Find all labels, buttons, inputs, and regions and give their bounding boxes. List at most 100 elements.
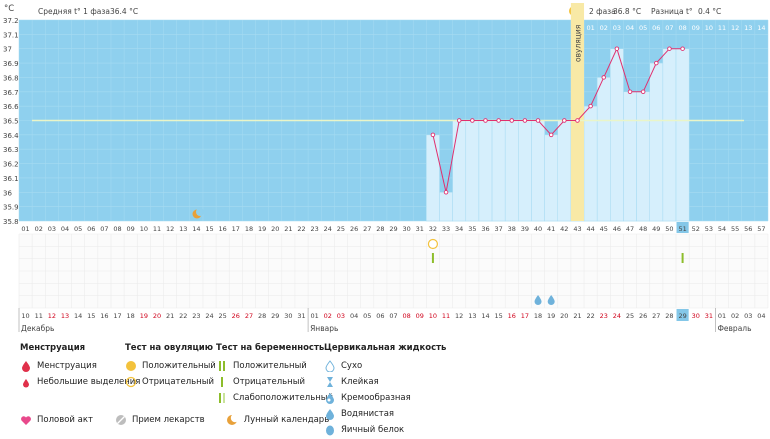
drop-red-icon bbox=[20, 360, 32, 372]
date-label: 11 bbox=[442, 312, 450, 320]
date-label: 19 bbox=[547, 312, 555, 320]
phase2-day-label: 10 bbox=[705, 24, 713, 32]
temperature-point bbox=[535, 118, 541, 123]
legend-bottom: Половой акт Прием лекарств Лунный календ… bbox=[20, 414, 351, 426]
legend-ovulation-title: Тест на овуляцию bbox=[125, 343, 214, 353]
legend-label: Менструация bbox=[37, 361, 97, 371]
date-label: 22 bbox=[586, 312, 594, 320]
y-tick-label: 36.8 bbox=[3, 74, 19, 82]
temp-bar bbox=[636, 91, 650, 222]
header-phase1-bg bbox=[19, 3, 568, 19]
y-tick-label: 35.8 bbox=[3, 218, 19, 226]
cycle-day-label: 11 bbox=[153, 225, 161, 233]
date-label: 30 bbox=[692, 312, 700, 320]
legend-menstruation-title: Менструация bbox=[20, 343, 86, 353]
date-label: 03 bbox=[337, 312, 345, 320]
cycle-day-label: 15 bbox=[205, 225, 213, 233]
date-label: 26 bbox=[639, 312, 647, 320]
legend-label: Небольшие выделения bbox=[37, 377, 141, 387]
legend-item: Сухо bbox=[324, 359, 446, 373]
temperature-point bbox=[456, 118, 462, 123]
date-label: 02 bbox=[731, 312, 739, 320]
temperature-point bbox=[548, 132, 554, 138]
cycle-day-label: 22 bbox=[297, 225, 305, 233]
temp-bar bbox=[557, 120, 572, 222]
cycle-day-label: 03 bbox=[48, 225, 56, 233]
cycle-day-label: 16 bbox=[219, 225, 227, 233]
temperature-point bbox=[509, 118, 515, 123]
cycle-day-label: 26 bbox=[350, 225, 358, 233]
date-label: 11 bbox=[35, 312, 43, 320]
phase2-day-label: 08 bbox=[678, 24, 686, 32]
cycle-day-label: 05 bbox=[74, 225, 82, 233]
legend-pregnancy-title: Тест на беременность bbox=[216, 343, 325, 353]
date-label: 08 bbox=[402, 312, 410, 320]
date-label: 13 bbox=[468, 312, 476, 320]
cycle-day-label: 56 bbox=[744, 225, 752, 233]
temp-bar bbox=[531, 120, 545, 222]
phase2-value: 36.8 °C bbox=[613, 7, 641, 16]
cycle-day-label: 24 bbox=[324, 225, 332, 233]
cycle-day-label: 43 bbox=[573, 225, 581, 233]
y-tick-label: 37.1 bbox=[3, 31, 19, 39]
y-tick-label: 36.7 bbox=[3, 89, 19, 97]
temp-bar bbox=[544, 134, 559, 222]
phase2-day-label: 13 bbox=[744, 24, 752, 32]
markers-layer bbox=[427, 238, 684, 305]
legend-label: Кремообразная bbox=[341, 393, 411, 403]
y-tick-label: 36.4 bbox=[3, 132, 19, 140]
date-label: 03 bbox=[744, 312, 752, 320]
date-label: 22 bbox=[179, 312, 187, 320]
cycle-day-label: 28 bbox=[376, 225, 384, 233]
temperature-point bbox=[522, 118, 528, 123]
legend-item: Половой акт bbox=[20, 414, 93, 426]
legend-label: Отрицательный bbox=[142, 377, 214, 387]
date-label: 18 bbox=[534, 312, 542, 320]
legend-item: Слабоположительный bbox=[216, 391, 333, 405]
date-label: 05 bbox=[363, 312, 371, 320]
cycle-day-label: 37 bbox=[494, 225, 502, 233]
date-label: 20 bbox=[153, 312, 161, 320]
y-tick-label: 36.9 bbox=[3, 60, 19, 68]
y-tick-label: 36.3 bbox=[3, 146, 19, 154]
legend-item: Отрицательный bbox=[216, 375, 333, 389]
cycle-day-label: 18 bbox=[245, 225, 253, 233]
cycle-day-label: 21 bbox=[284, 225, 292, 233]
date-label: 31 bbox=[705, 312, 713, 320]
temperature-point bbox=[627, 89, 633, 95]
date-label: 14 bbox=[74, 312, 82, 320]
cycle-day-label: 35 bbox=[468, 225, 476, 233]
date-label: 16 bbox=[508, 312, 516, 320]
heart-icon bbox=[20, 414, 32, 426]
temp-bar bbox=[478, 120, 493, 222]
cycle-day-label: 57 bbox=[757, 225, 765, 233]
cycle-day-label: 19 bbox=[258, 225, 266, 233]
date-label: 17 bbox=[113, 312, 121, 320]
phase2-day-label: 06 bbox=[652, 24, 660, 32]
cycle-day-label: 48 bbox=[639, 225, 647, 233]
phase2-day-label: 01 bbox=[586, 24, 594, 32]
legend-item: Менструация bbox=[20, 359, 140, 373]
y-tick-label: 37 bbox=[3, 46, 12, 54]
ovulation-test-negative-marker bbox=[427, 238, 439, 250]
phase2-day-label: 05 bbox=[639, 24, 647, 32]
cycle-day-label: 46 bbox=[613, 225, 621, 233]
date-label: 16 bbox=[100, 312, 108, 320]
phase2-day-label: 03 bbox=[613, 24, 621, 32]
phase1-label: Средняя t° 1 фаза bbox=[38, 7, 110, 16]
sun-filled-icon bbox=[125, 360, 137, 372]
diff-value: 0.4 °C bbox=[698, 7, 721, 16]
legend-label: Клейкая bbox=[341, 377, 379, 387]
ovulation-column bbox=[570, 3, 585, 221]
cycle-day-label: 39 bbox=[521, 225, 529, 233]
date-label: 04 bbox=[757, 312, 765, 320]
moon-legend-icon bbox=[226, 414, 239, 426]
phase1-value: 36.4 °C bbox=[110, 7, 138, 16]
cycle-day-label: 42 bbox=[560, 225, 568, 233]
unit-label: °C bbox=[4, 4, 14, 14]
temperature-point bbox=[654, 60, 659, 66]
temperature-point bbox=[680, 46, 685, 51]
pregnancy-test-marker bbox=[681, 253, 684, 263]
cycle-day-label: 54 bbox=[718, 225, 726, 233]
date-label: 06 bbox=[376, 312, 384, 320]
